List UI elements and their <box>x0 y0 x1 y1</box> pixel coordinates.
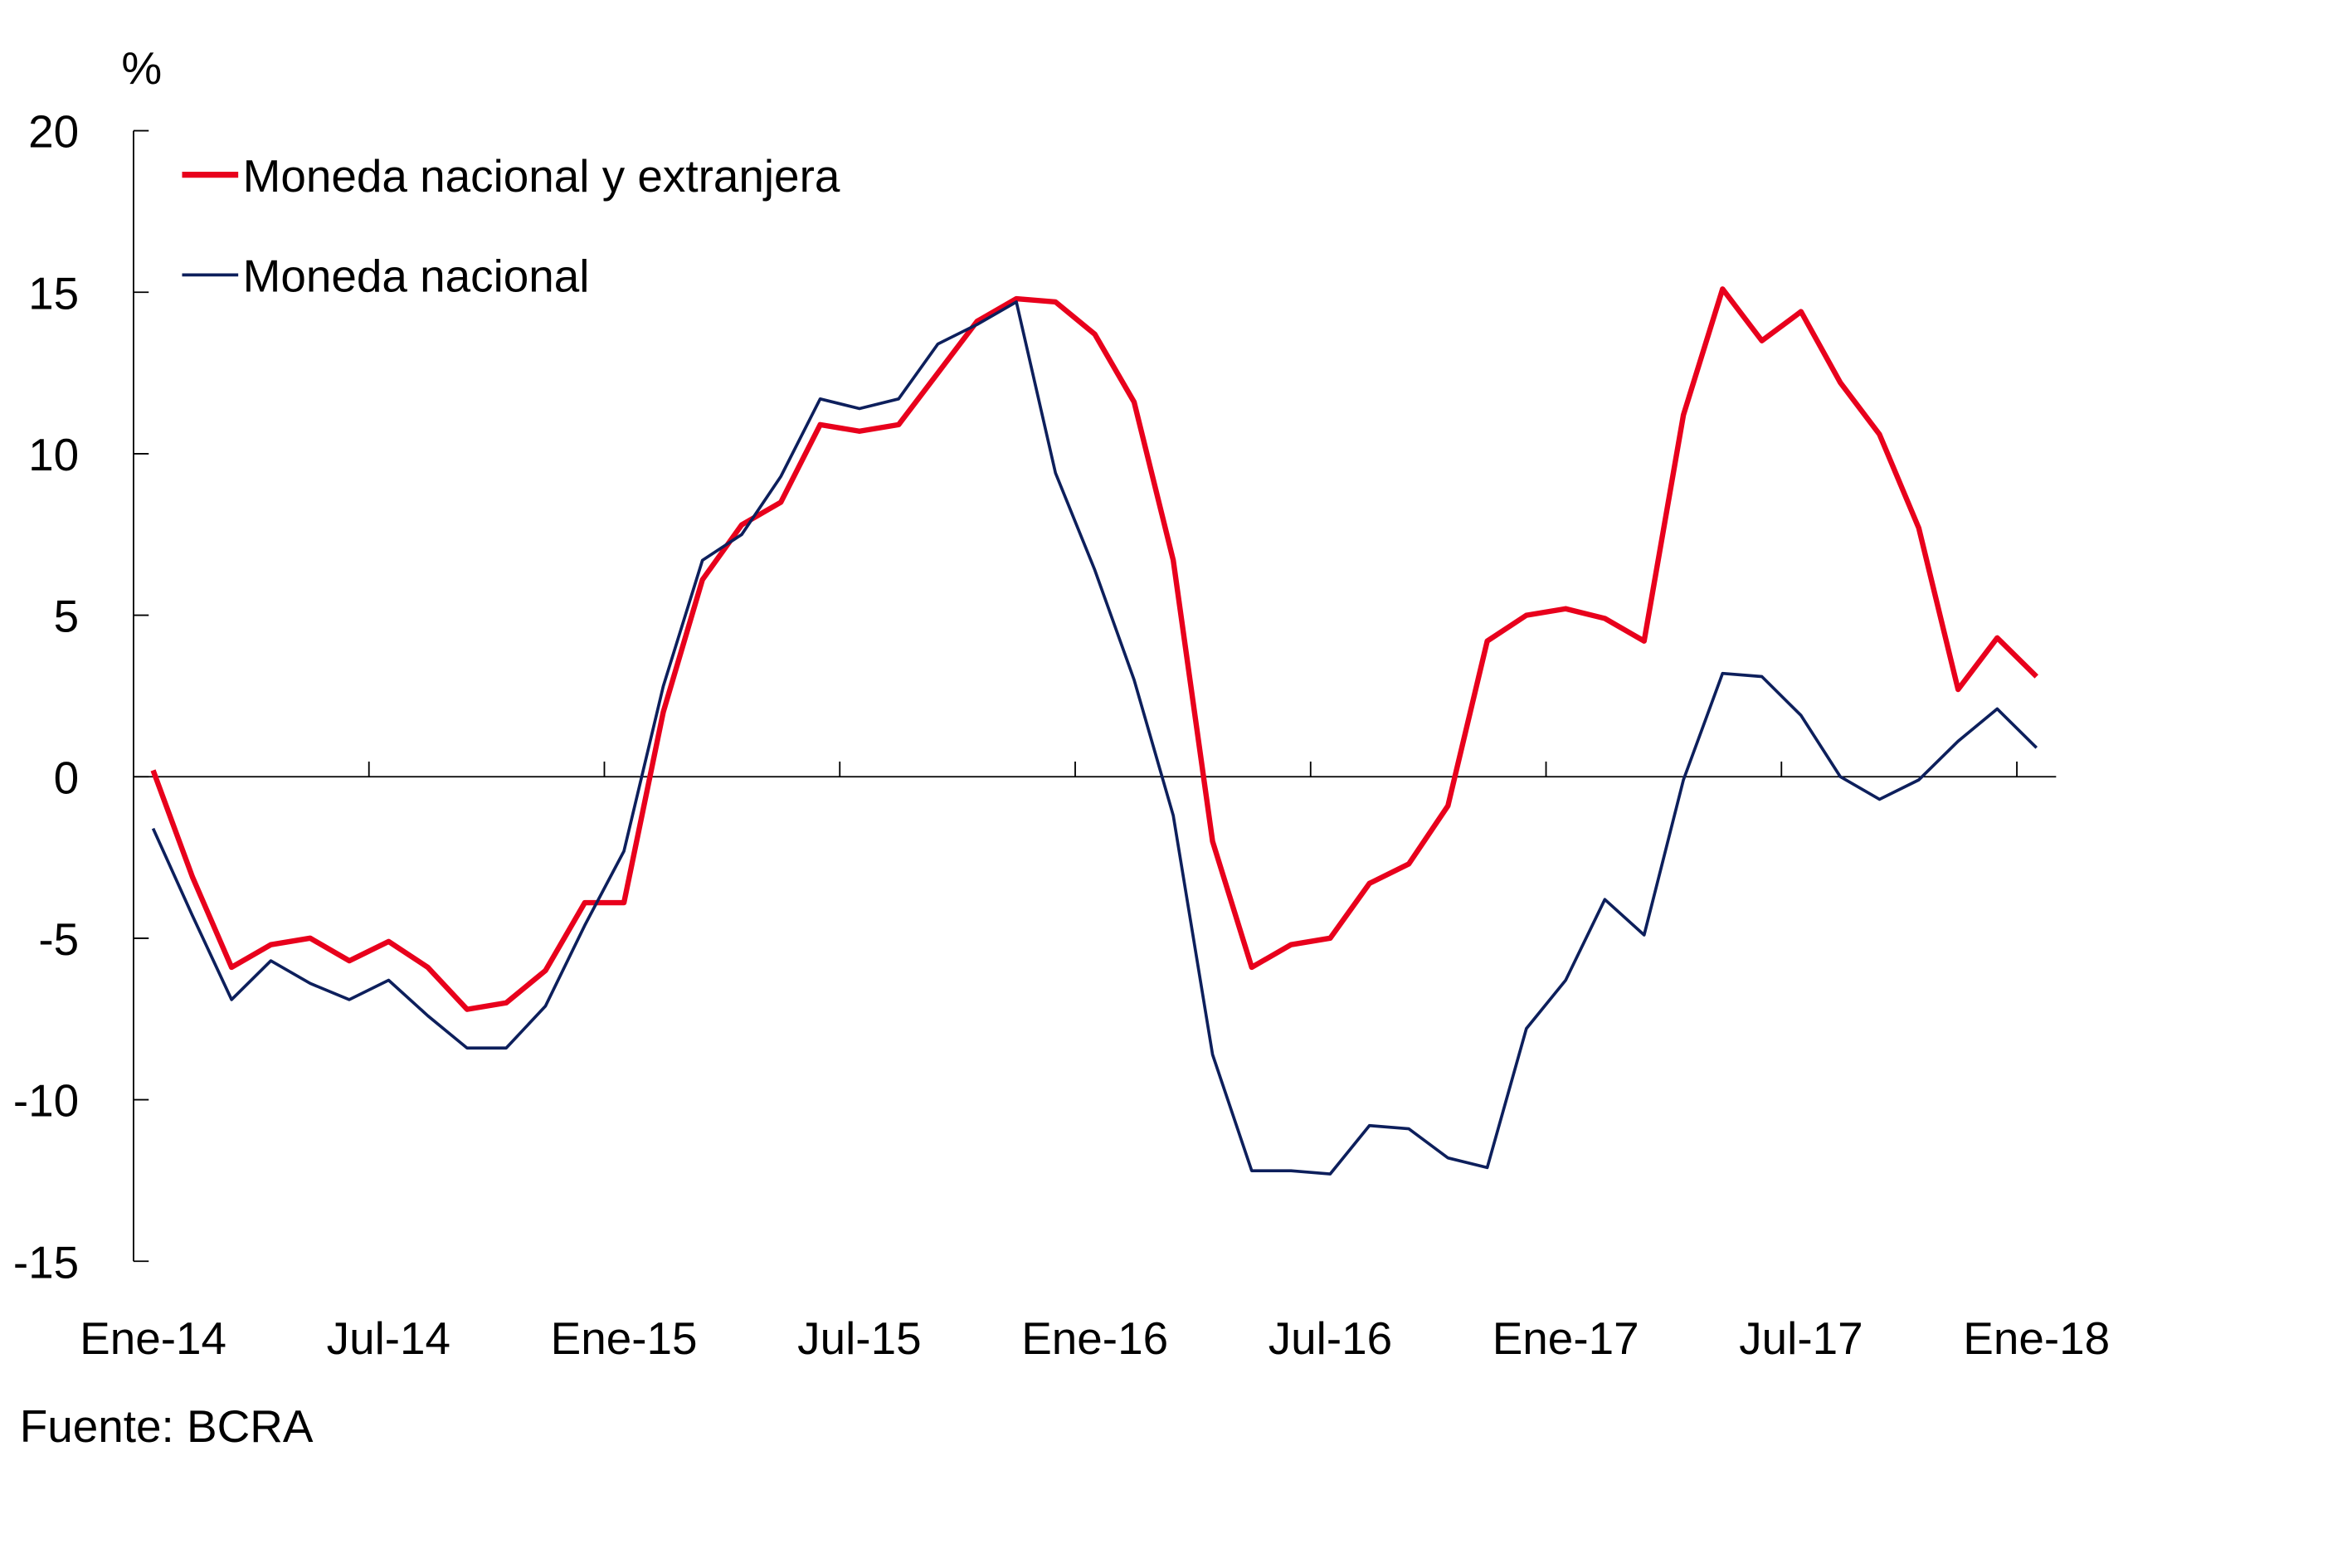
x-tick-label: Jul-16 <box>1269 1312 1392 1364</box>
x-tick-label: Jul-15 <box>797 1312 921 1364</box>
x-tick-label: Ene-18 <box>1963 1312 2110 1364</box>
x-axis: Ene-14 Jul-14 Ene-15 Jul-15 Ene-16 Jul-16 Ene-… <box>80 761 2110 1364</box>
legend-label-0: Moneda nacional y extranjera <box>243 150 840 202</box>
legend: Moneda nacional y extranjera Moneda naci… <box>182 150 840 301</box>
x-tick-label: Jul-17 <box>1739 1312 1863 1364</box>
y-tick-label: -5 <box>38 913 79 965</box>
x-tick-label: Ene-16 <box>1021 1312 1168 1364</box>
legend-label-1: Moneda nacional <box>243 250 590 301</box>
x-tick-label: Ene-17 <box>1493 1312 1639 1364</box>
series-line-1 <box>151 300 2038 1176</box>
y-tick-label: 15 <box>28 267 79 319</box>
plot-area <box>150 286 2038 1176</box>
source-note: Fuente: BCRA <box>20 1400 314 1452</box>
y-tick-label: -15 <box>13 1236 79 1288</box>
series-line-0 <box>150 286 2038 1012</box>
y-tick-label: 20 <box>28 106 79 158</box>
y-axis-label: % <box>121 42 162 94</box>
y-axis: 20 15 10 5 0 -5 -10 -15 <box>13 106 149 1288</box>
y-tick-label: 0 <box>54 752 80 803</box>
x-tick-label: Jul-14 <box>327 1312 450 1364</box>
y-tick-label: 5 <box>54 591 80 642</box>
x-tick-label: Ene-15 <box>551 1312 698 1364</box>
y-tick-label: 10 <box>28 429 79 480</box>
x-tick-label: Ene-14 <box>80 1312 226 1364</box>
y-tick-label: -10 <box>13 1075 79 1127</box>
